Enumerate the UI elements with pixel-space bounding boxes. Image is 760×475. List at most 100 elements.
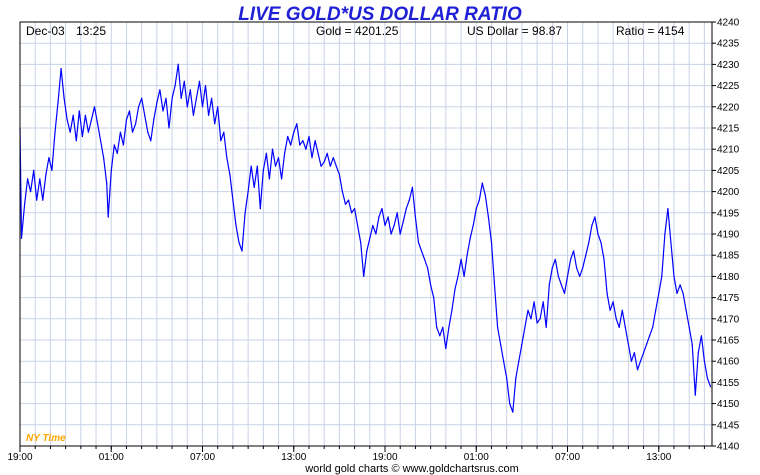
data-point bbox=[676, 292, 678, 294]
data-point bbox=[460, 258, 462, 260]
data-point bbox=[643, 352, 645, 354]
data-point bbox=[186, 106, 188, 108]
data-point bbox=[387, 216, 389, 218]
data-point bbox=[281, 178, 283, 180]
data-point bbox=[469, 237, 471, 239]
data-point bbox=[274, 165, 277, 167]
data-point bbox=[128, 110, 131, 112]
data-point bbox=[500, 343, 502, 345]
y-tick-label: 4160 bbox=[717, 357, 740, 368]
data-point bbox=[679, 284, 681, 286]
data-point bbox=[189, 89, 191, 91]
data-point bbox=[60, 68, 62, 70]
data-point bbox=[439, 335, 441, 337]
y-tick-label: 4210 bbox=[717, 145, 740, 156]
data-point bbox=[106, 182, 108, 184]
data-point bbox=[147, 131, 149, 133]
data-point bbox=[131, 131, 134, 133]
data-point bbox=[557, 275, 560, 277]
data-point bbox=[323, 161, 325, 163]
y-tick-label: 4165 bbox=[717, 336, 740, 347]
data-point bbox=[156, 102, 158, 104]
data-point bbox=[244, 212, 246, 214]
data-point bbox=[582, 267, 584, 269]
data-point bbox=[192, 114, 194, 116]
data-point bbox=[24, 203, 26, 205]
data-point bbox=[138, 106, 140, 108]
data-point bbox=[633, 352, 636, 354]
data-point bbox=[448, 326, 450, 328]
data-point bbox=[81, 135, 83, 138]
data-point bbox=[521, 343, 523, 345]
data-point bbox=[366, 250, 368, 252]
data-point bbox=[372, 224, 374, 227]
x-tick-label: 19:00 bbox=[372, 452, 397, 463]
data-point bbox=[451, 309, 453, 311]
x-tick-label: 01:00 bbox=[464, 452, 489, 463]
data-point bbox=[57, 102, 59, 104]
data-point bbox=[606, 292, 608, 294]
data-point bbox=[420, 250, 423, 252]
data-point bbox=[27, 178, 29, 180]
data-point bbox=[66, 118, 68, 121]
y-tick-label: 4230 bbox=[717, 60, 740, 71]
data-point bbox=[417, 241, 420, 244]
data-point bbox=[119, 131, 121, 133]
data-point bbox=[220, 140, 222, 142]
y-tick-label: 4180 bbox=[717, 272, 740, 283]
data-point bbox=[436, 326, 438, 328]
data-point bbox=[588, 241, 590, 244]
data-point bbox=[627, 343, 630, 345]
data-point bbox=[396, 212, 398, 214]
data-point bbox=[703, 360, 706, 362]
y-tick-label: 4175 bbox=[717, 293, 740, 304]
data-point bbox=[661, 275, 663, 277]
data-point bbox=[30, 191, 32, 193]
data-point bbox=[116, 152, 118, 154]
data-point bbox=[594, 216, 596, 218]
data-point bbox=[615, 318, 617, 320]
data-point bbox=[48, 157, 50, 159]
data-point bbox=[636, 369, 639, 371]
data-point bbox=[232, 199, 234, 201]
data-point bbox=[533, 301, 535, 303]
data-point bbox=[150, 140, 152, 142]
data-point bbox=[332, 157, 334, 159]
data-point bbox=[682, 292, 684, 294]
data-point bbox=[125, 118, 128, 121]
x-tick-label: 07:00 bbox=[190, 452, 215, 463]
data-point bbox=[560, 284, 563, 286]
data-point bbox=[497, 326, 499, 328]
data-point bbox=[103, 157, 105, 159]
data-point bbox=[36, 199, 38, 201]
x-tick-label: 13:00 bbox=[646, 452, 671, 463]
data-point bbox=[579, 275, 581, 277]
data-point bbox=[250, 165, 252, 167]
data-point bbox=[603, 258, 605, 260]
data-point bbox=[384, 224, 386, 227]
data-point bbox=[208, 114, 210, 116]
data-point bbox=[515, 377, 517, 379]
data-point bbox=[63, 97, 65, 99]
plot-frame bbox=[19, 21, 713, 447]
data-point bbox=[554, 258, 556, 260]
data-point bbox=[326, 152, 328, 154]
data-point bbox=[214, 123, 216, 125]
data-point bbox=[335, 165, 337, 167]
data-point bbox=[600, 241, 602, 244]
data-point bbox=[320, 165, 322, 167]
data-point bbox=[390, 233, 392, 235]
data-point bbox=[542, 301, 544, 303]
data-point bbox=[427, 267, 429, 269]
data-point bbox=[570, 258, 572, 260]
data-point bbox=[655, 309, 657, 311]
data-point bbox=[253, 186, 255, 188]
data-point bbox=[649, 335, 651, 337]
x-axis: 19:00 01:00 07:00 13:00 19:00 01:00 07:00 13:00 bbox=[7, 446, 705, 463]
data-point bbox=[503, 360, 505, 362]
data-point bbox=[414, 216, 416, 218]
data-point bbox=[709, 386, 712, 388]
data-point bbox=[424, 258, 426, 260]
data-point bbox=[411, 186, 413, 188]
data-point bbox=[293, 131, 295, 133]
